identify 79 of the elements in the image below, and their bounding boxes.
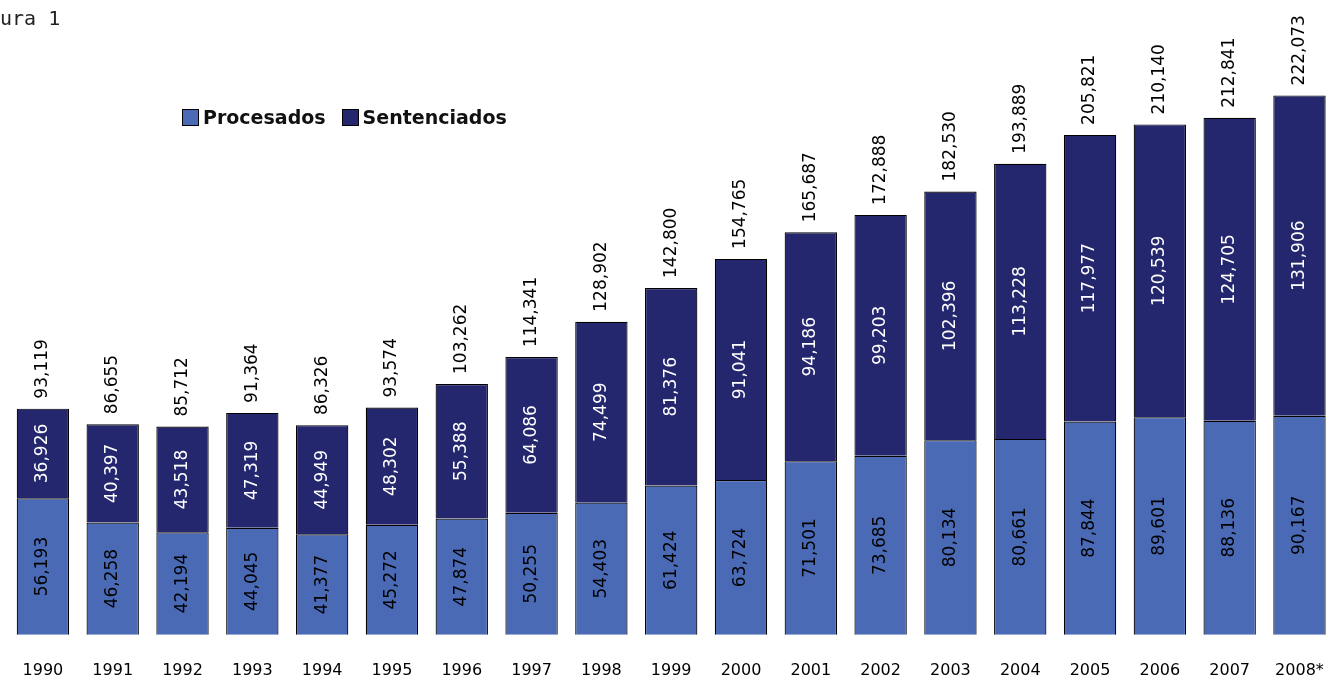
total-label: 212,841 [1218,37,1239,108]
data-label: 131,906 [1287,220,1308,291]
data-label: 42,194 [170,553,191,614]
total-label: 222,073 [1287,15,1308,86]
legend-label: Procesados [203,106,326,128]
data-label: 117,977 [1078,243,1099,314]
data-label: 47,874 [450,546,471,607]
x-tick-label: 2006 [1139,659,1181,679]
total-label: 172,888 [869,134,890,205]
data-label: 47,319 [240,440,261,501]
x-tick-label: 2005 [1069,659,1111,679]
x-tick-label: 2003 [930,659,971,679]
chart-title: ura 1 [0,6,61,30]
total-label: 142,800 [659,207,680,278]
data-label: 71,501 [799,518,820,578]
total-label: 93,574 [380,338,401,398]
data-label: 54,403 [589,538,610,599]
legend-label: Sentenciados [362,106,507,128]
total-label: 205,821 [1078,54,1099,125]
x-tick-label: 1993 [231,659,273,679]
x-tick-label: 2004 [999,659,1041,679]
data-label: 87,844 [1078,498,1099,558]
x-tick-label: 2000 [720,659,762,679]
data-label: 64,086 [520,405,540,465]
total-label: 114,341 [520,276,540,348]
total-label: 86,326 [310,355,331,416]
x-tick-label: 1996 [441,659,483,679]
x-tick-label: 1992 [162,659,203,679]
x-tick-label: 1999 [650,659,692,679]
total-label: 86,655 [101,354,122,415]
total-label: 154,765 [729,178,750,249]
data-label: 56,193 [31,536,52,597]
data-label: 113,228 [1008,266,1029,337]
data-label: 94,186 [799,317,820,377]
data-label: 74,499 [589,382,610,442]
data-label: 45,272 [380,550,401,610]
total-label: 85,712 [170,357,191,417]
x-tick-label: 1994 [301,659,343,679]
x-tick-label: 1995 [371,659,413,679]
total-label: 128,902 [589,241,610,312]
data-label: 46,258 [101,548,122,609]
data-label: 89,601 [1148,496,1169,556]
total-label: 103,262 [450,303,471,374]
data-label: 124,705 [1218,234,1239,305]
total-label: 91,364 [240,343,261,403]
data-label: 90,167 [1287,495,1308,556]
data-label: 40,397 [101,443,122,504]
data-label: 99,203 [869,305,890,366]
x-tick-label: 1997 [511,659,552,679]
total-label: 193,889 [1008,83,1029,154]
data-label: 48,302 [380,436,401,496]
data-label: 55,388 [450,421,471,481]
total-label: 210,140 [1148,44,1169,115]
x-tick-label: 1991 [92,659,134,679]
x-tick-label: 2007 [1209,659,1251,679]
x-tick-label: 2001 [790,659,832,679]
data-label: 36,926 [31,423,52,484]
data-label: 63,724 [729,527,750,588]
x-tick-label: 2008* [1275,659,1324,679]
data-label: 88,136 [1218,498,1239,558]
total-label: 182,530 [938,111,959,182]
data-label: 73,685 [869,515,890,576]
data-label: 41,377 [310,554,331,615]
data-label: 44,949 [310,449,331,510]
data-label: 50,255 [520,544,540,604]
x-tick-label: 2002 [860,659,901,679]
data-label: 80,134 [938,507,959,568]
data-label: 91,041 [729,339,750,400]
x-tick-label: 1998 [581,659,622,679]
data-label: 44,045 [240,551,261,612]
data-label: 43,518 [170,449,191,510]
data-label: 120,539 [1148,235,1169,306]
x-tick-label: 1990 [22,659,64,679]
data-label: 80,661 [1008,507,1029,567]
total-label: 93,119 [31,339,52,399]
data-label: 61,424 [659,530,680,590]
data-label: 81,376 [659,357,680,417]
total-label: 165,687 [799,152,820,223]
data-label: 102,396 [938,280,959,351]
